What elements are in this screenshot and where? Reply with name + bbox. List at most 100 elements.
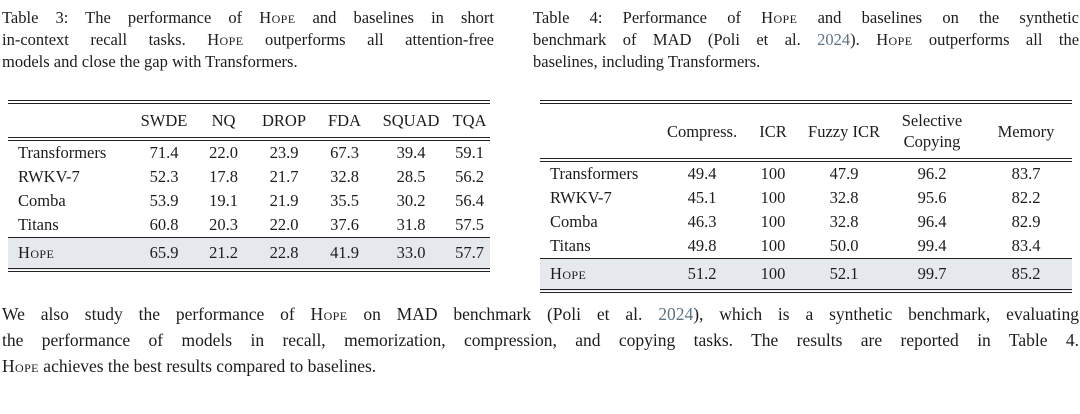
cell-value: 22.0 (209, 143, 238, 162)
cell-value: 50.0 (829, 236, 859, 255)
cell-value: 23.9 (269, 143, 299, 162)
cell-value: 96.4 (917, 212, 947, 231)
column-header-selective-copying: Selective Copying (884, 100, 980, 162)
cell-value: 21.9 (269, 191, 299, 210)
empty-header-cell (540, 100, 662, 162)
smallcaps-model-name: Hope (310, 304, 348, 324)
cell-value: 100 (742, 258, 804, 293)
cell-value: 82.2 (1011, 188, 1041, 207)
cell-value: 39.4 (396, 143, 426, 162)
smallcaps-model-name: Hope (2, 356, 39, 376)
cell-value: 47.9 (829, 164, 859, 183)
table3: SWDE NQ DROP FDA SQUAD TQA Transformers … (8, 100, 490, 272)
citation-link[interactable]: 2024 (817, 30, 851, 49)
table4-header-row: Compress. ICR Fuzzy ICR Selective Copyin… (540, 100, 1072, 162)
cell-value: 57.5 (455, 215, 484, 234)
row-label: Titans (18, 215, 59, 234)
row-label: Titans (550, 236, 591, 255)
cell-value: 82.9 (1011, 212, 1041, 231)
citation-link[interactable]: 2024 (658, 304, 694, 324)
cell-value: 56.2 (455, 167, 484, 186)
cell-value: 31.8 (396, 215, 426, 234)
smallcaps-model-name: Hope (761, 8, 798, 27)
table-row-hope-highlighted: Hope 65.9 21.2 22.8 41.9 33.0 57.7 (8, 237, 490, 272)
table-row-titans: Titans 49.8 100 50.0 99.4 83.4 (540, 234, 1072, 259)
row-label: RWKV-7 (550, 188, 612, 207)
cell-value: 53.9 (149, 191, 179, 210)
cell-value: 65.9 (133, 237, 195, 272)
table-row-comba: Comba 53.9 19.1 21.9 35.5 30.2 56.4 (8, 189, 490, 213)
cell-value: 96.2 (917, 164, 947, 183)
empty-header-cell (8, 100, 133, 141)
table-row-titans: Titans 60.8 20.3 22.0 37.6 31.8 57.5 (8, 213, 490, 238)
cell-value: 37.6 (330, 215, 359, 234)
cell-value: 83.7 (1011, 164, 1041, 183)
cell-value: 49.4 (687, 164, 717, 183)
smallcaps-model-name: Hope (259, 8, 296, 27)
table-row-rwkv7: RWKV-7 52.3 17.8 21.7 32.8 28.5 56.2 (8, 165, 490, 189)
column-header-icr: ICR (742, 100, 804, 162)
column-header-tqa: TQA (449, 100, 490, 141)
text-segment: achieves the best results compared to ba… (38, 356, 377, 376)
text-segment: benchmark of MAD (Poli et al. (533, 30, 818, 49)
row-label-hope: Hope (8, 237, 133, 272)
row-label: Comba (18, 191, 66, 210)
text-segment: models and close the gap with Transforme… (2, 52, 298, 71)
text-segment: Table 4: Performance of (533, 8, 762, 27)
cell-value: 21.7 (269, 167, 299, 186)
cell-value: 17.8 (209, 167, 238, 186)
row-label-hope: Hope (540, 258, 662, 293)
table-row-transformers: Transformers 49.4 100 47.9 96.2 83.7 (540, 160, 1072, 186)
cell-value: 52.3 (149, 167, 179, 186)
cell-value: 28.5 (396, 167, 426, 186)
smallcaps-model-name: Hope (207, 30, 244, 49)
cell-value: 100 (760, 236, 786, 255)
cell-value: 22.8 (252, 237, 316, 272)
text-segment: and baselines in short (295, 8, 495, 27)
cell-value: 19.1 (209, 191, 238, 210)
cell-value: 32.8 (330, 167, 359, 186)
cell-value: 100 (760, 212, 786, 231)
row-label: Comba (550, 212, 598, 231)
paragraph-line: We also study the performance of Hope on… (2, 301, 1079, 327)
table3-caption: Table 3: The performance of Hope and bas… (2, 7, 494, 73)
text-segment: We also study the performance of (2, 304, 311, 324)
text-segment: Table 3: The performance of (2, 8, 260, 27)
table3-header-row: SWDE NQ DROP FDA SQUAD TQA (8, 100, 490, 141)
cell-value: 99.4 (917, 236, 947, 255)
column-header-squad: SQUAD (373, 100, 449, 141)
table4-caption: Table 4: Performance of Hope and baselin… (533, 7, 1079, 73)
paragraph-line: Hope achieves the best results compared … (2, 353, 1079, 379)
column-header-fuzzy-icr: Fuzzy ICR (804, 100, 884, 162)
text-segment: the performance of models in recall, mem… (2, 330, 1079, 350)
column-header-compress: Compress. (662, 100, 742, 162)
cell-value: 32.8 (829, 188, 859, 207)
row-label: Transformers (550, 164, 639, 183)
table-row-comba: Comba 46.3 100 32.8 96.4 82.9 (540, 210, 1072, 234)
text-segment: baselines, including Transformers. (533, 52, 761, 71)
text-segment: in-context recall tasks. (2, 30, 208, 49)
body-paragraph: We also study the performance of Hope on… (2, 301, 1079, 379)
row-label: Transformers (18, 143, 107, 162)
text-segment: outperforms all the (912, 30, 1080, 49)
column-header-fda: FDA (316, 100, 373, 141)
text-segment: and baselines on the synthetic (797, 8, 1079, 27)
cell-value: 85.2 (980, 258, 1072, 293)
caption-line: Table 4: Performance of Hope and baselin… (533, 7, 1079, 29)
column-header-drop: DROP (252, 100, 316, 141)
cell-value: 45.1 (687, 188, 717, 207)
cell-value: 35.5 (330, 191, 359, 210)
cell-value: 100 (760, 164, 786, 183)
paragraph-line: the performance of models in recall, mem… (2, 327, 1079, 353)
smallcaps-model-name: Hope (876, 30, 913, 49)
cell-value: 22.0 (269, 215, 299, 234)
cell-value: 100 (760, 188, 786, 207)
table-row-hope-highlighted: Hope 51.2 100 52.1 99.7 85.2 (540, 258, 1072, 293)
cell-value: 95.6 (917, 188, 947, 207)
cell-value: 30.2 (396, 191, 426, 210)
cell-value: 56.4 (455, 191, 484, 210)
text-segment: ). (850, 30, 877, 49)
cell-value: 67.3 (330, 143, 359, 162)
text-segment: ), which is a synthetic benchmark, evalu… (693, 304, 1079, 324)
